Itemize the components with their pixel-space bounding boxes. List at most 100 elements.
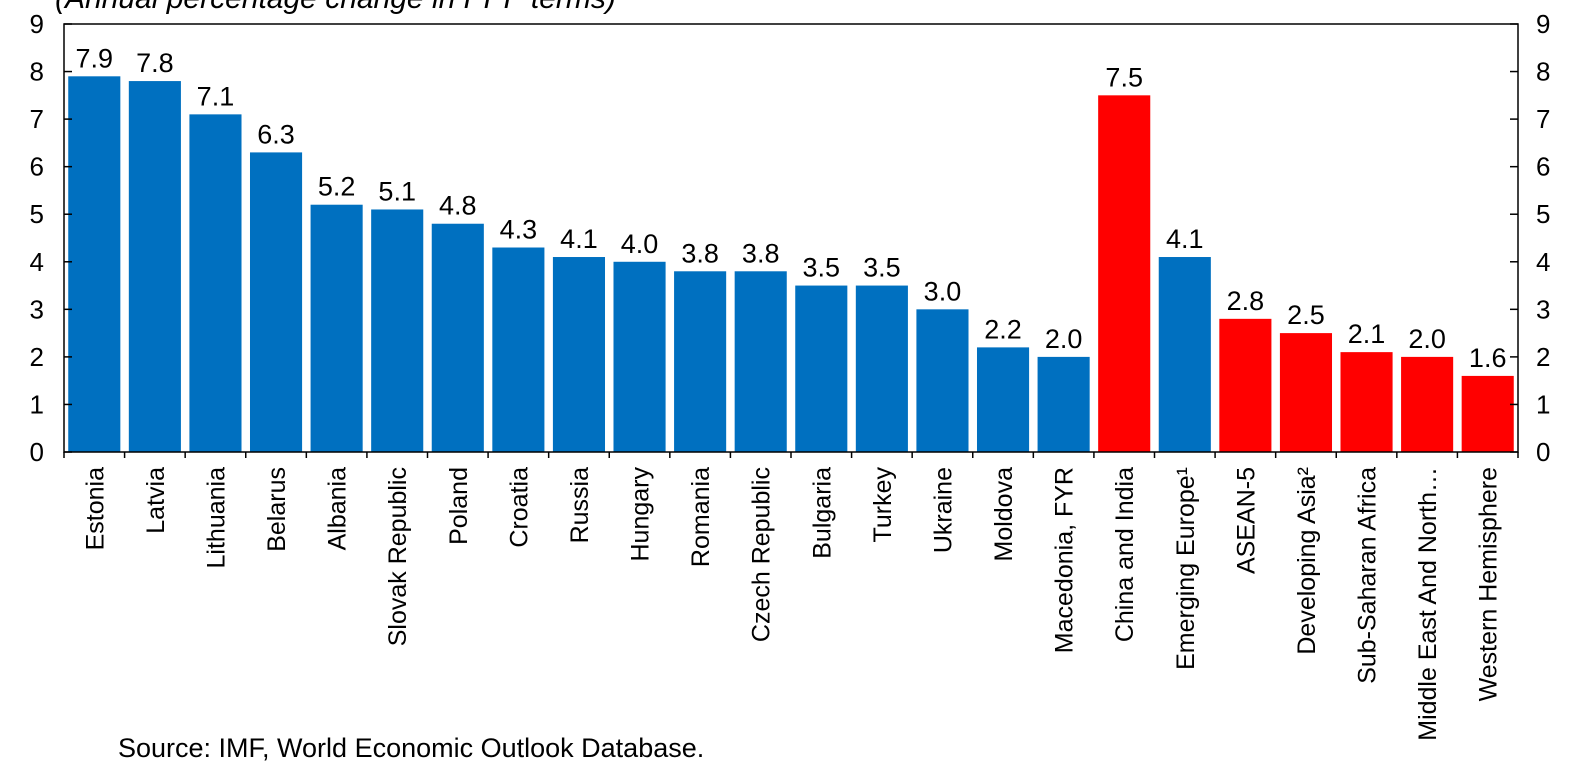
y-tick-label-right-5: 5 <box>1536 199 1550 229</box>
value-label-4: 5.2 <box>318 172 356 202</box>
y-tick-label-left-7: 7 <box>30 104 44 134</box>
bar-10 <box>674 271 727 452</box>
x-tick-label-12: Bulgaria <box>808 467 836 559</box>
x-tick-label-23: Western Hemisphere <box>1475 467 1503 701</box>
value-label-6: 4.8 <box>439 191 477 221</box>
bar-19 <box>1219 318 1272 452</box>
bar-9 <box>613 261 666 452</box>
x-tick-label-21: Sub-Saharan Africa <box>1354 467 1382 684</box>
y-tick-label-right-9: 9 <box>1536 9 1550 39</box>
source-note: Source: IMF, World Economic Outlook Data… <box>118 733 705 763</box>
x-tick-label-2: Lithuania <box>202 467 230 569</box>
value-label-0: 7.9 <box>76 43 114 73</box>
value-label-17: 7.5 <box>1105 62 1143 92</box>
y-tick-label-right-7: 7 <box>1536 104 1550 134</box>
x-tick-label-17: China and India <box>1111 467 1139 642</box>
x-tick-label-13: Turkey <box>869 467 897 543</box>
x-tick-label-22: Middle East And North… <box>1414 467 1442 741</box>
value-label-2: 7.1 <box>197 81 235 111</box>
value-label-22: 2.0 <box>1408 324 1446 354</box>
bar-1 <box>128 81 181 452</box>
y-tick-label-left-0: 0 <box>30 437 44 467</box>
value-label-14: 3.0 <box>924 276 962 306</box>
x-tick-label-6: Poland <box>445 467 473 545</box>
y-tick-label-right-1: 1 <box>1536 389 1550 419</box>
bar-3 <box>249 152 303 452</box>
value-label-18: 4.1 <box>1166 224 1204 254</box>
bar-7 <box>492 247 545 452</box>
value-label-21: 2.1 <box>1348 319 1386 349</box>
y-tick-label-left-8: 8 <box>30 57 44 87</box>
x-tick-label-0: Estonia <box>81 467 109 550</box>
y-tick-label-left-1: 1 <box>30 389 44 419</box>
bar-16 <box>1037 356 1090 452</box>
bar-0 <box>68 76 121 452</box>
value-label-15: 2.2 <box>984 314 1022 344</box>
x-tick-label-20: Developing Asia² <box>1293 467 1321 655</box>
y-tick-label-left-2: 2 <box>30 342 44 372</box>
x-tick-label-3: Belarus <box>263 467 291 552</box>
y-tick-label-left-3: 3 <box>30 294 44 324</box>
y-tick-label-left-5: 5 <box>30 199 44 229</box>
bar-14 <box>916 309 969 452</box>
x-axis: Estonia Latvia Lithuania Belarus Albania Slov… <box>63 452 1519 741</box>
y-axis-left: 0 1 2 3 4 5 6 7 8 9 <box>30 9 72 467</box>
bar-6 <box>431 223 484 452</box>
bar-22 <box>1401 356 1454 452</box>
x-tick-label-4: Albania <box>324 467 352 550</box>
value-label-1: 7.8 <box>136 48 174 78</box>
bar-4 <box>310 204 363 452</box>
x-tick-label-1: Latvia <box>142 467 170 534</box>
value-label-9: 4.0 <box>621 229 659 259</box>
y-tick-label-right-2: 2 <box>1536 342 1550 372</box>
x-tick-label-18: Emerging Europe¹ <box>1172 467 1200 670</box>
bar-20 <box>1279 333 1333 452</box>
value-label-19: 2.8 <box>1227 286 1265 316</box>
x-tick-label-16: Macedonia, FYR <box>1051 467 1079 653</box>
bar-18 <box>1158 257 1211 452</box>
value-label-8: 4.1 <box>560 224 598 254</box>
bar-8 <box>552 257 606 452</box>
bar-5 <box>371 209 424 452</box>
bar-13 <box>855 285 908 452</box>
value-label-12: 3.5 <box>803 253 841 283</box>
y-tick-label-right-4: 4 <box>1536 247 1550 277</box>
value-label-23: 1.6 <box>1469 343 1507 373</box>
bar-11 <box>734 271 787 452</box>
value-label-16: 2.0 <box>1045 324 1083 354</box>
value-label-20: 2.5 <box>1287 300 1325 330</box>
x-tick-label-11: Czech Republic <box>748 467 776 642</box>
y-tick-label-left-9: 9 <box>30 9 44 39</box>
value-labels-group: 7.9 7.8 7.1 6.3 5.2 5.1 4.8 4.3 4.1 4.0 3.8 3.8 3.5 3… <box>76 43 1507 373</box>
value-label-3: 6.3 <box>257 119 295 149</box>
bar-23 <box>1461 375 1514 452</box>
y-tick-label-left-4: 4 <box>30 247 44 277</box>
y-tick-label-right-3: 3 <box>1536 294 1550 324</box>
x-tick-label-9: Hungary <box>627 467 655 562</box>
bar-17 <box>1098 95 1151 452</box>
bar-2 <box>189 114 242 453</box>
y-axis-right: 0 1 2 3 4 5 6 7 8 9 <box>1510 9 1550 467</box>
bars-group <box>68 76 1514 453</box>
y-tick-label-left-6: 6 <box>30 152 44 182</box>
y-tick-label-right-6: 6 <box>1536 152 1550 182</box>
value-label-13: 3.5 <box>863 253 901 283</box>
value-label-5: 5.1 <box>378 176 416 206</box>
x-tick-label-19: ASEAN-5 <box>1232 467 1260 574</box>
bar-15 <box>976 347 1030 452</box>
x-tick-label-14: Ukraine <box>929 467 957 553</box>
y-tick-label-right-8: 8 <box>1536 57 1550 87</box>
value-label-10: 3.8 <box>681 238 719 268</box>
value-label-11: 3.8 <box>742 238 780 268</box>
value-label-7: 4.3 <box>500 215 538 245</box>
bar-12 <box>795 285 848 452</box>
bar-21 <box>1340 352 1393 452</box>
x-tick-label-8: Russia <box>566 467 594 544</box>
x-tick-label-15: Moldova <box>990 467 1018 562</box>
chart-subtitle: (Annual percentage change in PPP terms) <box>55 0 616 16</box>
x-tick-label-10: Romania <box>687 467 715 567</box>
y-tick-label-right-0: 0 <box>1536 437 1550 467</box>
x-tick-label-5: Slovak Republic <box>384 467 412 646</box>
x-tick-label-7: Croatia <box>505 467 533 548</box>
